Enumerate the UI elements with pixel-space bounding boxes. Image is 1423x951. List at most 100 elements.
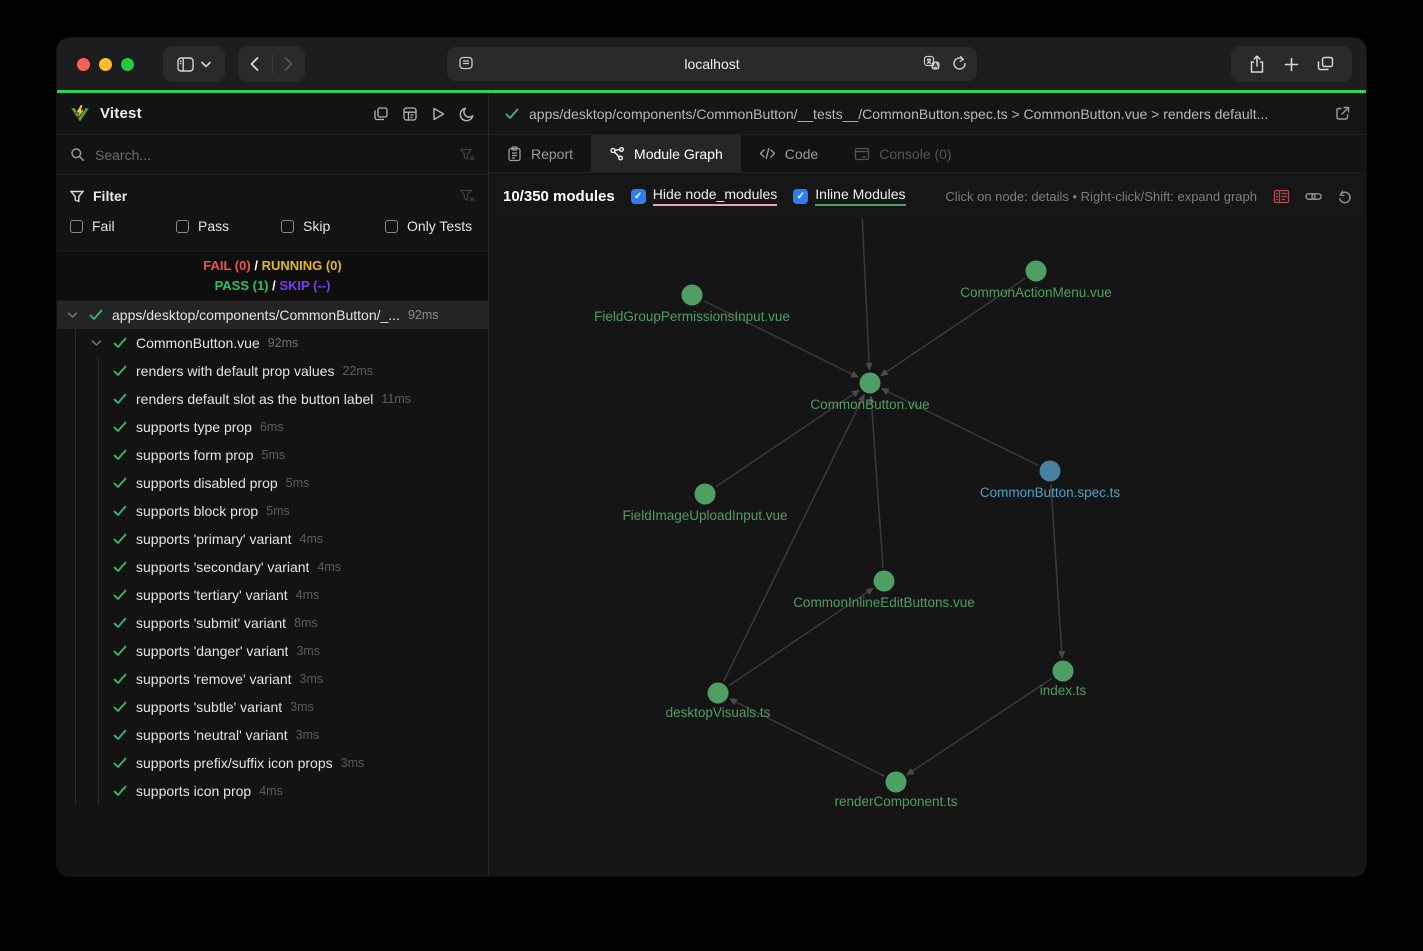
test-row[interactable]: supports 'subtle' variant 3ms — [57, 693, 488, 721]
filter-option-only-tests[interactable]: Only Tests — [385, 218, 475, 234]
module-node-label[interactable]: desktopVisuals.ts — [666, 705, 771, 720]
module-node[interactable] — [885, 771, 907, 793]
module-graph-canvas[interactable]: FieldGroupPermissionsInput.vue CommonActi… — [489, 219, 1366, 876]
test-row[interactable]: supports 'secondary' variant 4ms — [57, 553, 488, 581]
test-row[interactable]: supports form prop 5ms — [57, 441, 488, 469]
pass-check-icon — [113, 449, 127, 461]
suite-row[interactable]: CommonButton.vue 92ms — [57, 329, 488, 357]
module-node-label[interactable]: CommonButton.spec.ts — [980, 485, 1121, 500]
filter-option-fail[interactable]: Fail — [70, 218, 176, 234]
zoom-window-button[interactable] — [121, 57, 134, 71]
test-row[interactable]: supports 'danger' variant 3ms — [57, 637, 488, 665]
module-node[interactable] — [707, 682, 729, 704]
summary-line-2: PASS (1) / SKIP (--) — [214, 278, 331, 293]
file-row[interactable]: apps/desktop/components/CommonButton/_..… — [57, 301, 488, 329]
module-node[interactable] — [1025, 260, 1047, 282]
module-node-label[interactable]: CommonInlineEditButtons.vue — [793, 595, 975, 610]
test-duration: 4ms — [259, 784, 283, 798]
chevron-down-icon[interactable] — [91, 339, 103, 347]
module-node-label[interactable]: CommonButton.vue — [810, 397, 929, 412]
dashboard-icon[interactable] — [402, 106, 418, 122]
new-tab-icon[interactable] — [1284, 57, 1299, 72]
test-duration: 5ms — [266, 504, 290, 518]
theme-toggle-icon[interactable] — [459, 106, 475, 122]
tab-label: Report — [531, 145, 574, 162]
chevron-down-icon[interactable] — [67, 311, 79, 319]
edge-arrowhead — [851, 389, 861, 398]
close-window-button[interactable] — [77, 57, 90, 71]
tab-code[interactable]: Code — [741, 135, 836, 172]
checked-checkbox[interactable]: ✓ — [793, 188, 809, 204]
test-row[interactable]: supports 'submit' variant 8ms — [57, 609, 488, 637]
checkbox[interactable] — [70, 219, 83, 233]
vitest-header: Vitest — [57, 93, 488, 135]
test-duration: 11ms — [381, 392, 412, 406]
test-row[interactable]: supports icon prop 4ms — [57, 777, 488, 805]
tab-label: Console (0) — [879, 145, 952, 162]
module-node[interactable] — [873, 570, 895, 592]
reload-icon[interactable] — [952, 55, 967, 71]
graph-option-inline-modules[interactable]: ✓ Inline Modules — [793, 186, 906, 206]
graph-option-hide-node-modules[interactable]: ✓ Hide node_modules — [630, 186, 778, 206]
test-row[interactable]: supports prefix/suffix icon props 3ms — [57, 749, 488, 777]
tab-report[interactable]: Report — [489, 135, 591, 172]
module-node-label[interactable]: FieldGroupPermissionsInput.vue — [594, 309, 790, 324]
test-label: supports 'remove' variant — [136, 671, 292, 687]
module-node[interactable] — [859, 372, 881, 394]
filter-option-skip[interactable]: Skip — [281, 218, 385, 234]
graph-edge — [910, 677, 1053, 773]
collapse-all-icon[interactable] — [373, 106, 389, 122]
checkbox[interactable] — [281, 219, 294, 233]
test-row[interactable]: supports disabled prop 5ms — [57, 469, 488, 497]
filter-option-pass[interactable]: Pass — [176, 218, 281, 234]
url-text: localhost — [684, 56, 740, 72]
back-button[interactable] — [238, 46, 272, 82]
test-row[interactable]: supports 'primary' variant 4ms — [57, 525, 488, 553]
module-node[interactable] — [1052, 660, 1074, 682]
test-label: supports type prop — [136, 419, 252, 435]
module-node-label[interactable]: FieldImageUploadInput.vue — [622, 508, 787, 523]
nav-divider — [271, 54, 273, 74]
test-row[interactable]: supports 'remove' variant 3ms — [57, 665, 488, 693]
chevron-down-icon — [201, 61, 211, 68]
tab-bar: Report Module Graph Code Console (0) — [489, 135, 1366, 173]
graph-edge — [861, 219, 870, 366]
reader-icon[interactable] — [458, 55, 474, 71]
reset-graph-icon[interactable] — [1337, 189, 1352, 204]
link-icon[interactable] — [1305, 190, 1322, 203]
graph-option-label: Inline Modules — [815, 186, 906, 206]
module-node-label[interactable]: index.ts — [1040, 683, 1087, 698]
search-bar[interactable]: Search... — [57, 135, 488, 175]
checkbox[interactable] — [176, 219, 189, 233]
sidebar-toggle-button[interactable] — [163, 46, 225, 82]
checkbox[interactable] — [385, 219, 398, 233]
tab-console-0[interactable]: Console (0) — [836, 135, 969, 172]
module-node[interactable] — [681, 284, 703, 306]
translate-icon[interactable] — [923, 55, 941, 71]
module-node-label[interactable]: CommonActionMenu.vue — [960, 285, 1112, 300]
share-icon[interactable] — [1249, 54, 1265, 74]
clear-filter-icon[interactable] — [460, 189, 475, 203]
module-node-label[interactable]: renderComponent.ts — [834, 794, 957, 809]
forward-button[interactable] — [272, 46, 306, 82]
test-row[interactable]: renders default slot as the button label… — [57, 385, 488, 413]
graph-legend-icon[interactable] — [1273, 189, 1290, 204]
tab-overview-icon[interactable] — [1317, 56, 1334, 72]
test-row[interactable]: supports 'tertiary' variant 4ms — [57, 581, 488, 609]
open-in-editor-icon[interactable] — [1335, 106, 1350, 121]
test-row[interactable]: renders with default prop values 22ms — [57, 357, 488, 385]
run-all-icon[interactable] — [431, 106, 446, 122]
test-row[interactable]: supports 'neutral' variant 3ms — [57, 721, 488, 749]
checked-checkbox[interactable]: ✓ — [630, 188, 646, 204]
module-node[interactable] — [1039, 460, 1061, 482]
tab-module-graph[interactable]: Module Graph — [591, 135, 741, 172]
clear-search-filter-icon[interactable] — [460, 148, 475, 162]
pass-check-icon — [113, 421, 127, 433]
module-node[interactable] — [694, 483, 716, 505]
minimize-window-button[interactable] — [99, 57, 112, 71]
test-duration: 4ms — [317, 560, 342, 574]
test-row[interactable]: supports type prop 6ms — [57, 413, 488, 441]
search-input[interactable]: Search... — [95, 146, 152, 163]
address-bar[interactable]: localhost — [447, 47, 977, 81]
test-row[interactable]: supports block prop 5ms — [57, 497, 488, 525]
